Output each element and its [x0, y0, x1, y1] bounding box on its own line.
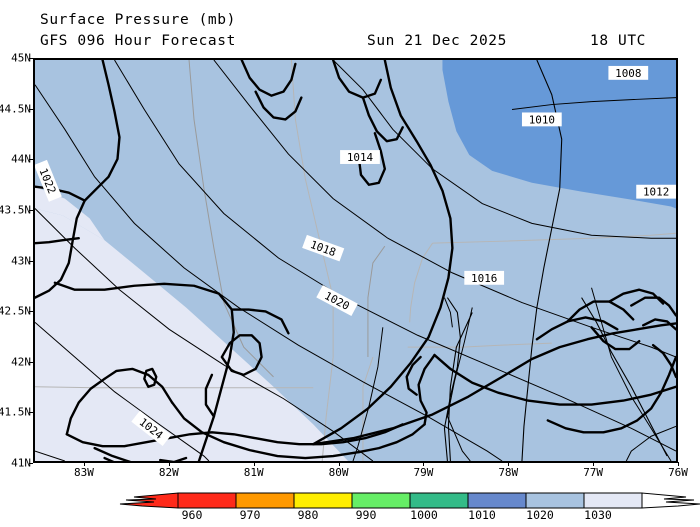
y-axis-tick [29, 463, 33, 464]
page-title: Surface Pressure (mb) [40, 12, 236, 28]
colorbar-tick-label: 1000 [410, 508, 438, 522]
y-axis-tick [29, 159, 33, 161]
forecast-date-label: Sun 21 Dec 2025 [367, 33, 507, 49]
colorbar-band[interactable] [177, 492, 237, 509]
y-axis-tick [29, 260, 33, 262]
y-axis-label: 45N [11, 51, 31, 65]
y-axis-label: 41.5N [0, 405, 31, 419]
x-axis-tick [508, 462, 510, 466]
isobar-lines [35, 60, 676, 461]
y-axis-tick [29, 209, 33, 211]
y-axis-label: 41N [11, 456, 31, 470]
colorbar-band[interactable] [583, 492, 643, 509]
x-axis-tick [423, 462, 425, 466]
contour-label-group: 1008 1010 1012 1014 1016 [35, 65, 676, 446]
colorbar-band[interactable] [351, 492, 411, 509]
svg-text:1012: 1012 [643, 186, 669, 199]
colorbar-band[interactable] [467, 492, 527, 509]
colorbar-tick-label: 990 [355, 508, 377, 522]
colorbar-band[interactable] [409, 492, 469, 509]
colorbar-canvas [119, 492, 700, 509]
colorbar-tick-label: 980 [297, 508, 319, 522]
svg-text:1008: 1008 [615, 67, 641, 80]
colorbar-band[interactable] [293, 492, 353, 509]
x-axis-tick [593, 462, 595, 466]
y-axis-tick [29, 311, 33, 313]
y-axis-tick [29, 361, 33, 363]
y-axis-tick [29, 58, 33, 59]
y-axis-label: 42.5N [0, 304, 31, 318]
x-axis-tick [253, 462, 255, 466]
county-boundaries [188, 60, 386, 378]
contour-label: 1010 [521, 112, 562, 126]
shade-band-1020-1030 [35, 208, 349, 461]
colorbar-tick-label: 1010 [468, 508, 496, 522]
colorbar-band[interactable] [235, 492, 295, 509]
x-axis-label: 77W [583, 466, 604, 479]
x-axis-label: 82W [158, 466, 179, 479]
colorbar-low-arrow [119, 492, 179, 509]
coastlines [35, 60, 676, 461]
colorbar-bands [119, 492, 700, 509]
svg-text:1016: 1016 [471, 272, 497, 285]
colorbar-high-arrow [641, 492, 700, 509]
x-axis-tick [338, 462, 340, 466]
forecast-time-label: 18 UTC [590, 33, 646, 49]
colorbar-tick-label: 1030 [584, 508, 612, 522]
x-axis-tick [678, 462, 679, 466]
y-axis-label: 43N [11, 254, 31, 267]
header: Surface Pressure (mb) GFS 096 Hour Forec… [0, 0, 700, 56]
y-axis-label: 44.5N [0, 102, 31, 116]
contour-label: 1016 [464, 270, 505, 285]
contour-label: 1014 [340, 150, 380, 164]
y-axis-label: 43.5N [0, 203, 31, 217]
colorbar-tick-label: 1020 [526, 508, 554, 522]
y-axis-tick [29, 108, 33, 110]
contour-label: 1008 [608, 65, 649, 80]
y-axis-label: 44N [11, 152, 31, 166]
y-axis-label: 42N [11, 355, 31, 369]
x-axis-label: 83W [73, 466, 94, 479]
contour-label: 1012 [636, 184, 676, 199]
x-axis-tick [83, 462, 85, 466]
x-axis-label: 78W [498, 466, 519, 479]
svg-text:1014: 1014 [347, 151, 374, 164]
colorbar-tick-label: 970 [239, 508, 261, 522]
pressure-map[interactable]: 1008 1010 1012 1014 1016 [33, 58, 678, 463]
map-canvas: 1008 1010 1012 1014 1016 [35, 60, 676, 461]
svg-text:1010: 1010 [529, 113, 555, 126]
x-axis-label: 81W [243, 466, 264, 479]
y-axis-tick [29, 412, 33, 414]
pressure-colorbar[interactable] [0, 486, 700, 525]
x-axis-label: 76W [668, 466, 688, 479]
x-axis-tick [168, 462, 170, 466]
colorbar-band[interactable] [525, 492, 585, 509]
forecast-model-label: GFS 096 Hour Forecast [40, 33, 236, 49]
colorbar-tick-label: 960 [181, 508, 203, 522]
shade-band-1005-1010 [442, 60, 676, 209]
x-axis-label: 79W [413, 466, 434, 479]
x-axis-label: 80W [328, 466, 349, 479]
